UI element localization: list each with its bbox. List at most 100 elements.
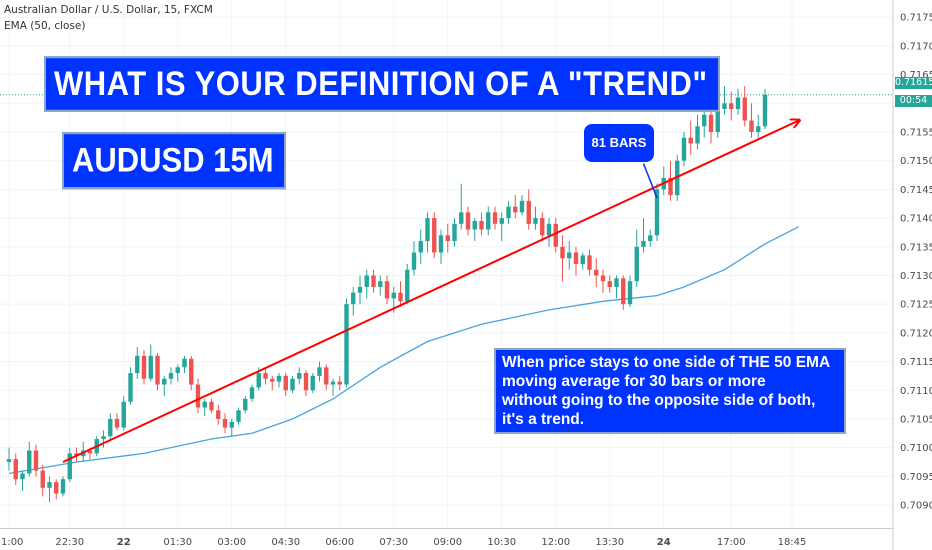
candle-body [155, 355, 160, 385]
candle-down [216, 404, 221, 425]
candle-body [418, 241, 423, 253]
candle-up [6, 447, 12, 471]
trendline [62, 121, 799, 463]
candle-down [384, 275, 390, 305]
candle-up [344, 298, 349, 388]
candle-down [600, 269, 606, 293]
candle-body [654, 189, 660, 236]
candle-body [735, 97, 741, 110]
x-tick-label: 01:30 [163, 537, 192, 548]
candle-body [384, 281, 390, 299]
candle-body [526, 200, 531, 224]
candle-up [290, 375, 295, 394]
candle-up [162, 375, 167, 396]
candle-up [310, 373, 315, 394]
candle-down [465, 206, 471, 236]
candle-down [371, 269, 376, 293]
candle-down [270, 375, 275, 391]
candle-body [459, 212, 464, 224]
candle-up [580, 252, 585, 270]
candle-body [13, 459, 18, 480]
candle-up [499, 212, 504, 242]
candle-body [202, 401, 207, 408]
candle-body [486, 212, 491, 230]
candle-body [560, 246, 565, 259]
candle-body [121, 401, 126, 428]
candle-body [54, 482, 59, 494]
candle-body [506, 206, 511, 219]
candle-up [249, 384, 255, 402]
candle-up [148, 344, 153, 382]
candle-down [283, 373, 288, 396]
candle-up [175, 364, 180, 382]
candle-up [762, 88, 768, 130]
candle-up [722, 86, 727, 115]
candle-body [546, 223, 552, 236]
candle-body [634, 246, 639, 282]
ema-50-line [8, 226, 800, 475]
candle-body [573, 252, 579, 264]
x-tick-label: 22:30 [55, 537, 84, 548]
candle-down [688, 120, 693, 155]
candle-up [661, 166, 666, 196]
ema-line [8, 226, 800, 475]
candle-body [553, 223, 558, 247]
candle-body [614, 278, 619, 287]
candle-body [405, 269, 410, 302]
candle-up [351, 286, 356, 316]
candle-body [283, 375, 288, 391]
candle-down [729, 91, 734, 121]
x-tick-label: 07:30 [379, 537, 408, 548]
candle-down [155, 352, 160, 391]
candle-up [121, 396, 126, 431]
candle-up [357, 275, 363, 305]
candle-body [243, 398, 248, 411]
candle-up [236, 407, 241, 425]
candle-up [168, 367, 174, 385]
candle-body [330, 381, 336, 385]
candle-up [27, 441, 32, 477]
candle-down [526, 189, 531, 230]
candle-body [270, 378, 275, 382]
candle-body [290, 378, 295, 391]
candle-body [256, 373, 261, 388]
candle-up [735, 88, 741, 115]
candle-down [263, 367, 268, 385]
candle-body [317, 367, 322, 376]
candle-down [587, 249, 592, 276]
candle-up [378, 275, 383, 296]
candle-body [337, 381, 342, 385]
candle-up [405, 264, 410, 305]
candle-up [459, 183, 464, 230]
candle-body [391, 292, 396, 299]
candle-up [60, 476, 66, 497]
candle-up [47, 476, 52, 503]
candle-up [108, 413, 113, 442]
candle-body [263, 373, 268, 379]
candle-down [222, 413, 228, 434]
candle-down [13, 453, 18, 485]
candle-down [54, 479, 59, 500]
candle-down [303, 370, 309, 396]
candle-body [722, 103, 727, 110]
candle-body [587, 255, 592, 270]
x-tick-label: 24 [657, 537, 671, 548]
candle-body [162, 378, 167, 385]
candle-down [742, 86, 747, 127]
candle-body [310, 375, 315, 391]
candle-down [540, 212, 545, 242]
candle-up [202, 398, 207, 417]
candle-body [148, 355, 153, 379]
